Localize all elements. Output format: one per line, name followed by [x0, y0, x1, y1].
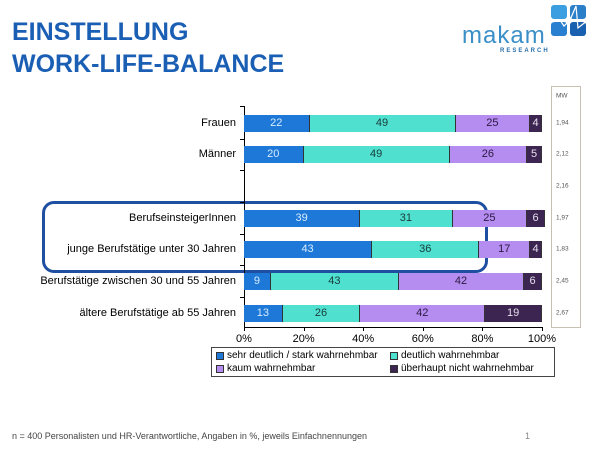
- makam-logo: makam RESEARCH: [462, 5, 592, 54]
- bar-segment: 4: [530, 114, 542, 132]
- x-tick-label: 20%: [292, 333, 315, 345]
- mw-value: 1,83: [556, 245, 569, 253]
- bar-segment: 13: [244, 304, 283, 322]
- bar-segment: 4: [530, 240, 542, 258]
- legend-item: kaum wahrnehmbar: [216, 363, 315, 374]
- y-tick-mark: [240, 265, 244, 266]
- logo-squares-icon: [551, 5, 589, 36]
- mw-value: 2,45: [556, 277, 569, 285]
- x-tick-label: 60%: [411, 333, 434, 345]
- y-tick-mark: [240, 170, 244, 171]
- mw-value: 2,16: [556, 182, 569, 190]
- legend-swatch: [216, 351, 224, 360]
- mw-value: 1,94: [556, 119, 569, 127]
- y-tick-mark: [240, 297, 244, 298]
- bar-segment: 25: [452, 209, 528, 227]
- category-label: Männer: [198, 148, 236, 160]
- bar-segment: 22: [244, 114, 310, 132]
- bar-segment: 49: [309, 114, 456, 132]
- x-tick-label: 40%: [352, 333, 375, 345]
- y-tick-mark: [240, 106, 244, 107]
- bar-segment: 26: [449, 145, 528, 163]
- x-tick-label: 100%: [527, 333, 557, 345]
- bar-segment: 6: [524, 272, 542, 290]
- footnote: n = 400 Personalisten und HR-Verantwortl…: [12, 431, 367, 441]
- category-label: junge Berufstätige unter 30 Jahren: [67, 243, 236, 255]
- legend-label: überhaupt nicht wahrnehmbar: [401, 363, 534, 374]
- bar-segment: 42: [398, 272, 525, 290]
- x-tick-mark: [363, 327, 365, 331]
- mw-value: 2,12: [556, 150, 569, 158]
- x-tick-mark: [303, 327, 305, 331]
- bar-segment: 20: [244, 145, 304, 163]
- category-label: Berufstätige zwischen 30 und 55 Jahren: [40, 275, 236, 287]
- x-axis-line: [244, 327, 542, 328]
- legend-swatch: [390, 351, 398, 360]
- logo-subtext: RESEARCH: [500, 48, 550, 54]
- page-number: 1: [525, 431, 531, 441]
- title-line-1: EINSTELLUNG: [12, 18, 189, 46]
- bar-segment: 36: [372, 240, 480, 258]
- legend-item: deutlich wahrnehmbar: [390, 350, 499, 361]
- logo-text: makam: [462, 22, 546, 49]
- mw-header: MW: [556, 92, 568, 100]
- legend-item: sehr deutlich / stark wahrnehmbar: [216, 350, 378, 361]
- bar-segment: 5: [527, 145, 542, 163]
- mw-value: 2,67: [556, 309, 569, 317]
- legend-swatch: [216, 364, 224, 373]
- legend-label: kaum wahrnehmbar: [227, 363, 316, 374]
- mw-value: 1,97: [556, 214, 569, 222]
- bar-segment: 43: [244, 240, 373, 258]
- legend-swatch: [390, 364, 398, 373]
- category-label: BerufseinsteigerInnen: [128, 212, 236, 224]
- title-line-2: WORK-LIFE-BALANCE: [12, 50, 285, 78]
- x-tick-mark: [244, 327, 245, 331]
- y-tick-mark: [240, 234, 244, 235]
- legend-label: deutlich wahrnehmbar: [401, 350, 500, 361]
- highlight-box: [42, 201, 488, 273]
- category-label: ältere Berufstätige ab 55 Jahren: [79, 307, 236, 319]
- bar-segment: 43: [270, 272, 399, 290]
- legend-item: überhaupt nicht wahrnehmbar: [390, 363, 534, 374]
- x-tick-label: 0%: [236, 333, 252, 345]
- bar-segment: 9: [244, 272, 271, 290]
- x-tick-mark: [482, 327, 484, 331]
- bar-segment: 25: [455, 114, 531, 132]
- y-tick-mark: [240, 202, 244, 203]
- bar-segment: 26: [282, 304, 361, 322]
- bar-segment: 6: [527, 209, 545, 227]
- x-tick-mark: [542, 327, 543, 331]
- bar-segment: 31: [360, 209, 453, 227]
- bar-segment: 42: [360, 304, 486, 322]
- legend-label: sehr deutlich / stark wahrnehmbar: [227, 350, 378, 361]
- bar-segment: 49: [303, 145, 450, 163]
- legend: sehr deutlich / stark wahrnehmbar deutli…: [211, 347, 555, 377]
- bar-segment: 39: [244, 209, 361, 227]
- bar-segment: 19: [485, 304, 542, 322]
- y-tick-mark: [240, 139, 244, 140]
- category-label: Frauen: [201, 117, 236, 129]
- x-tick-label: 80%: [471, 333, 494, 345]
- bar-segment: 17: [479, 240, 531, 258]
- mw-column: [551, 86, 581, 328]
- x-tick-mark: [422, 327, 424, 331]
